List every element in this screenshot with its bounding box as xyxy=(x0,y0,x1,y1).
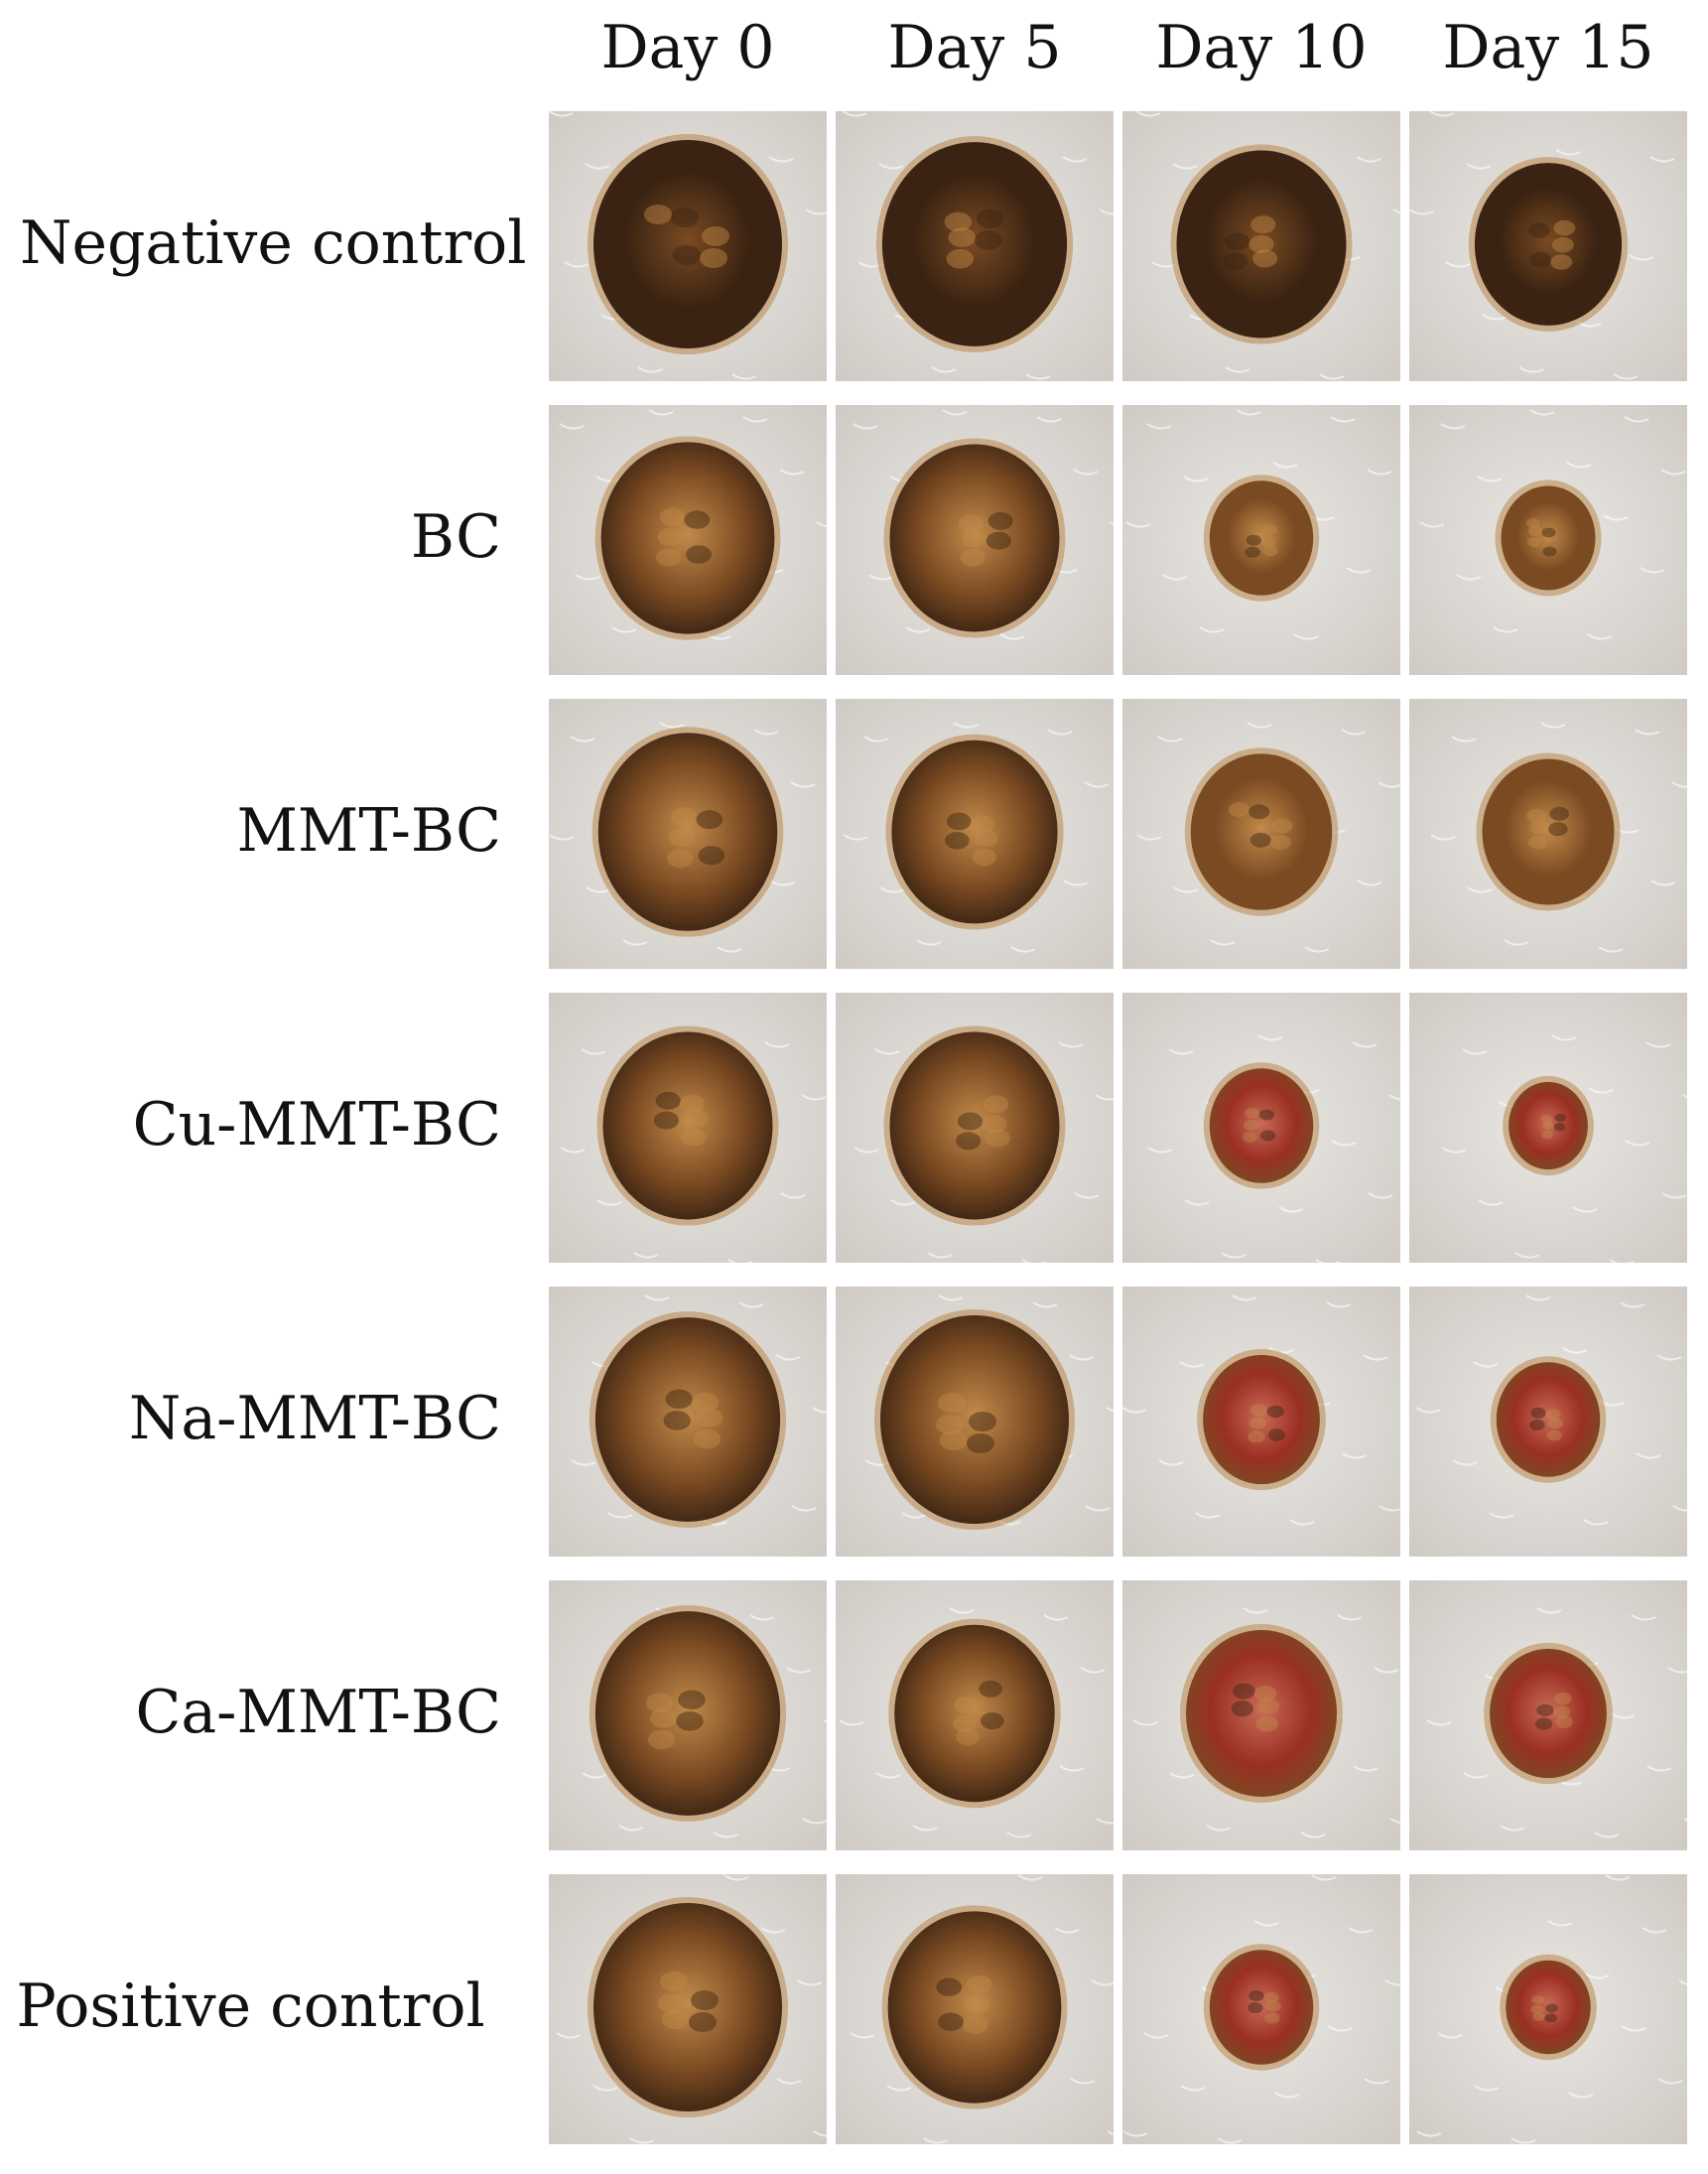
wound-photo-r7-c1 xyxy=(549,1874,827,2144)
wound-photo-r3-c3 xyxy=(1122,699,1400,969)
wound-photo-r1-c4 xyxy=(1409,111,1687,381)
wound-photo-r7-c2 xyxy=(836,1874,1114,2144)
wound-photo-r4-c3 xyxy=(1122,993,1400,1263)
column-header-day-10: Day 10 xyxy=(1155,13,1368,82)
wound-photo-r1-c1 xyxy=(549,111,827,381)
wound-photo-r3-c1 xyxy=(549,699,827,969)
row-label-positive-control: Positive control xyxy=(16,1971,485,2041)
wound-photo-r5-c4 xyxy=(1409,1287,1687,1557)
column-header-day-15: Day 15 xyxy=(1442,13,1654,82)
row-label-na-mmt-bc: Na-MMT-BC xyxy=(128,1384,501,1453)
row-label-cu-mmt-bc: Cu-MMT-BC xyxy=(132,1090,501,1159)
wound-photo-r6-c3 xyxy=(1122,1580,1400,1850)
wound-photo-r1-c3 xyxy=(1122,111,1400,381)
wound-photo-r2-c2 xyxy=(836,405,1114,675)
column-header-day-0: Day 0 xyxy=(600,13,775,82)
wound-photo-r7-c3 xyxy=(1122,1874,1400,2144)
wound-photo-r2-c1 xyxy=(549,405,827,675)
wound-photo-r7-c4 xyxy=(1409,1874,1687,2144)
wound-photo-r5-c1 xyxy=(549,1287,827,1557)
wound-photo-r3-c2 xyxy=(836,699,1114,969)
row-label-bc: BC xyxy=(410,502,501,572)
row-label-ca-mmt-bc: Ca-MMT-BC xyxy=(135,1678,502,1747)
wound-photo-r1-c2 xyxy=(836,111,1114,381)
row-label-mmt-bc: MMT-BC xyxy=(236,796,501,866)
wound-photo-r3-c4 xyxy=(1409,699,1687,969)
wound-photo-r5-c3 xyxy=(1122,1287,1400,1557)
wound-photo-r6-c1 xyxy=(549,1580,827,1850)
row-label-negative-control: Negative control xyxy=(20,208,527,278)
wound-photo-r5-c2 xyxy=(836,1287,1114,1557)
wound-photo-r2-c4 xyxy=(1409,405,1687,675)
wound-photo-r4-c1 xyxy=(549,993,827,1263)
wound-photo-r6-c2 xyxy=(836,1580,1114,1850)
wound-photo-r2-c3 xyxy=(1122,405,1400,675)
column-header-day-5: Day 5 xyxy=(887,13,1062,82)
wound-photo-r4-c4 xyxy=(1409,993,1687,1263)
wound-photo-r6-c4 xyxy=(1409,1580,1687,1850)
wound-photo-r4-c2 xyxy=(836,993,1114,1263)
